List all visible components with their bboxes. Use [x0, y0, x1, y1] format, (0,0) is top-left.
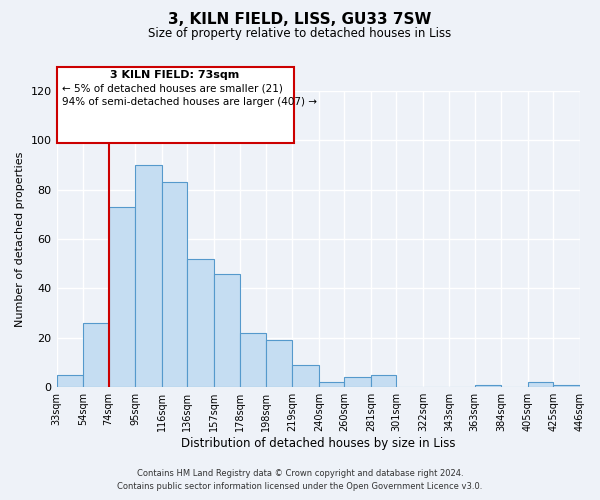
Y-axis label: Number of detached properties: Number of detached properties	[15, 152, 25, 326]
Text: 94% of semi-detached houses are larger (407) →: 94% of semi-detached houses are larger (…	[62, 96, 317, 106]
Bar	[214, 274, 241, 387]
Text: Size of property relative to detached houses in Liss: Size of property relative to detached ho…	[148, 28, 452, 40]
FancyBboxPatch shape	[56, 67, 293, 142]
Bar	[528, 382, 553, 387]
Bar	[553, 384, 580, 387]
Text: ← 5% of detached houses are smaller (21): ← 5% of detached houses are smaller (21)	[62, 84, 283, 94]
Bar	[344, 378, 371, 387]
Text: Contains HM Land Registry data © Crown copyright and database right 2024.
Contai: Contains HM Land Registry data © Crown c…	[118, 470, 482, 491]
X-axis label: Distribution of detached houses by size in Liss: Distribution of detached houses by size …	[181, 437, 455, 450]
Bar	[319, 382, 344, 387]
Text: 3 KILN FIELD: 73sqm: 3 KILN FIELD: 73sqm	[110, 70, 239, 80]
Bar	[241, 333, 266, 387]
Bar	[371, 375, 396, 387]
Bar	[109, 207, 135, 387]
Bar	[187, 259, 214, 387]
Bar	[475, 384, 502, 387]
Bar	[162, 182, 187, 387]
Bar	[83, 323, 109, 387]
Bar	[56, 375, 83, 387]
Bar	[266, 340, 292, 387]
Bar	[292, 365, 319, 387]
Bar	[135, 165, 162, 387]
Text: 3, KILN FIELD, LISS, GU33 7SW: 3, KILN FIELD, LISS, GU33 7SW	[169, 12, 431, 28]
